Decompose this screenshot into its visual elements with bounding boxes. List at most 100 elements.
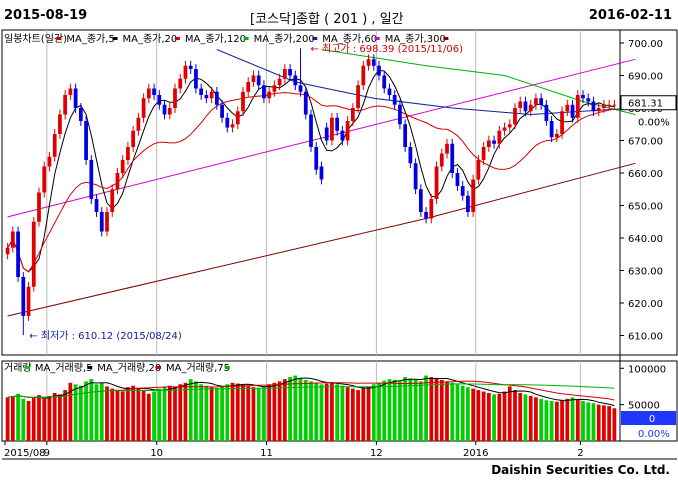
legend-swatch [243,37,249,40]
x-tick-label: 12 [370,448,383,459]
volume-legend-item: MA_거래량,75 [166,362,230,374]
candle-body [596,108,601,112]
candle-body [586,98,591,102]
candle-body [136,117,141,131]
volume-bar [131,385,136,441]
candle-body [497,130,502,144]
candle-body [549,121,554,138]
candle-body [335,117,340,131]
candle-body [429,199,434,219]
volume-bar [225,384,230,441]
volume-bar [230,382,235,441]
volume-bar [361,387,366,441]
candle-body [152,88,156,95]
volume-legend-swatch [24,366,30,369]
legend-item: MA_종가,20 [123,33,178,45]
candle-body [534,98,538,105]
candle-body [157,95,162,105]
volume-bar [146,393,151,441]
volume-bar [183,382,188,441]
volume-bar [539,398,544,441]
candle-body [178,78,183,89]
volume-bar [84,381,88,441]
candle-body [288,69,292,76]
y-tick-label: 640.00 [628,234,663,245]
volume-bar [445,381,449,441]
candle-body [544,104,549,121]
volume-bar [173,386,177,441]
ma-line [7,58,636,218]
volume-bar [251,387,256,441]
volume-bar [398,381,402,441]
volume-bar [476,390,481,441]
volume-bar [429,377,434,441]
candle-body [251,75,256,82]
volume-bar [544,400,549,441]
volume-bar [377,382,381,441]
volume-bar [178,384,183,441]
volume-bar [586,402,591,441]
volume-bar [267,384,272,441]
legend-swatch [56,37,62,40]
candle-body [99,212,104,232]
candle-body [225,117,230,128]
candle-body [382,75,387,89]
legend-swatch [112,37,118,40]
volume-legend-item: MA_거래량,5 [35,362,93,374]
candle-body [31,221,36,287]
volume-bar [194,381,198,441]
volume-bar [523,394,528,441]
candle-body [445,143,449,154]
volume-bar [607,406,612,441]
volume-bar [220,386,224,441]
candle-body [398,104,402,125]
price-change-percent: 0.00% [638,118,670,129]
chart-title: [코스닥]종합 ( 201 ) , 일간 [250,12,404,27]
legend-swatch [374,37,380,40]
candle-body [16,231,20,277]
candle-body [324,127,329,141]
volume-bar [413,379,418,441]
volume-bar [115,390,120,441]
volume-bar [314,382,319,441]
candle-body [612,104,617,106]
start-date: 2015-08-19 [4,8,88,23]
volume-bar [199,384,204,441]
high-annotation: ← 최고가 : 698.39 (2015/11/06) [311,43,464,55]
volume-legend-item: MA_거래량,20 [97,362,161,374]
volume-bar [94,384,99,441]
legend-item: MA_종가,120 [185,33,246,45]
volume-bar [513,390,517,441]
candle-body [471,179,476,212]
volume-ma-line [7,383,615,398]
volume-y-tick-label: 100000 [628,364,666,375]
volume-bar [209,387,214,441]
candle-body [513,108,517,125]
candle-body [356,85,360,108]
candle-body [126,147,130,160]
candle-body [539,98,544,105]
legend-item: 일봉차트(일간) [4,33,67,45]
candle-body [162,104,167,115]
candle-body [309,114,313,147]
candle-body [293,75,298,86]
volume-bar [63,390,68,441]
y-tick-label: 670.00 [628,137,663,148]
volume-bar [10,395,15,441]
volume-bar [110,388,115,441]
volume-change-percent: 0.00% [638,429,670,440]
volume-bar [58,394,62,441]
candle-body [37,192,41,222]
volume-bar [214,387,219,441]
candle-body [84,121,88,160]
candle-body [21,277,26,316]
volume-bar [371,384,376,441]
volume-bar [591,403,596,441]
candle-body [450,143,455,173]
volume-bar [418,381,423,441]
volume-bar [31,397,36,441]
volume-bar [492,394,496,441]
candle-body [267,91,272,99]
candle-body [403,124,408,147]
candle-body [110,189,115,212]
